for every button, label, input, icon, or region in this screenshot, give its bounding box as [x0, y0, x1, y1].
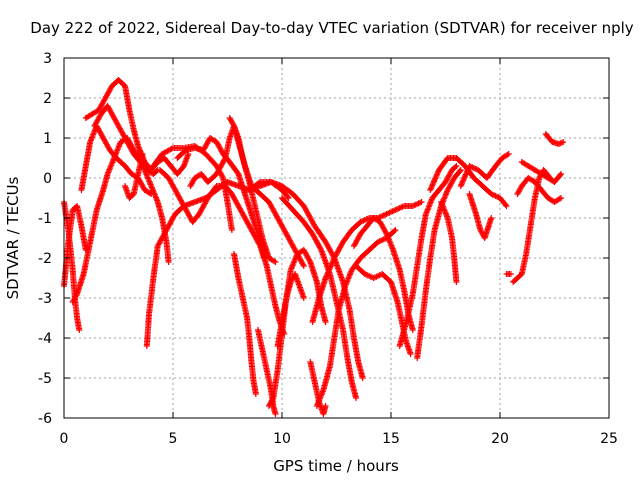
- data-point: [488, 215, 495, 221]
- data-point: [557, 172, 564, 179]
- y-tick-label: -5: [38, 371, 52, 387]
- y-tick-label: -6: [38, 411, 52, 427]
- data-point: [76, 327, 83, 333]
- data-point: [391, 228, 398, 234]
- series-track-27: [414, 167, 464, 361]
- y-tick-label: 3: [43, 51, 52, 67]
- series-track-29: [438, 199, 460, 285]
- data-point: [165, 259, 172, 265]
- y-tick-label: 2: [43, 91, 52, 107]
- data-point: [456, 168, 463, 175]
- series-track-3: [69, 135, 142, 305]
- data-point: [317, 245, 324, 252]
- x-tick-label: 10: [273, 431, 291, 447]
- data-point: [272, 411, 279, 417]
- chart-title: Day 222 of 2022, Sidereal Day-to-day VTE…: [30, 19, 633, 37]
- y-tick-label: -1: [38, 211, 52, 227]
- data-point: [114, 121, 121, 128]
- data-point: [285, 195, 292, 201]
- series-track-36: [503, 271, 514, 277]
- series-track-34: [518, 159, 564, 185]
- series-track-26: [396, 163, 460, 349]
- data-point: [560, 139, 567, 145]
- series-track-28: [427, 155, 510, 209]
- data-point: [407, 351, 414, 357]
- data-point: [556, 195, 563, 202]
- x-axis-label: GPS time / hours: [273, 457, 399, 475]
- data-point: [392, 227, 399, 233]
- series-track-18: [274, 271, 307, 349]
- data-point: [457, 167, 464, 173]
- data-point: [359, 375, 366, 381]
- series-track-23: [309, 199, 425, 325]
- data-point: [322, 319, 329, 325]
- data-point: [558, 171, 564, 177]
- data-point: [300, 261, 307, 268]
- data-point: [106, 87, 113, 93]
- data-point: [353, 395, 360, 401]
- data-point: [106, 107, 113, 113]
- plot-frame: [63, 57, 610, 419]
- series-track-33: [514, 175, 564, 205]
- data-point: [453, 279, 460, 285]
- data-point: [418, 199, 425, 205]
- data-point: [306, 257, 313, 264]
- data-point: [504, 151, 511, 158]
- series-track-30: [457, 151, 512, 189]
- data-point: [230, 121, 237, 128]
- y-tick-label: -4: [38, 331, 52, 347]
- series-track-7: [122, 151, 146, 201]
- data-point: [409, 327, 416, 333]
- x-tick-label: 25: [600, 431, 618, 447]
- data-point: [269, 396, 276, 403]
- y-axis-label: SDTVAR / TECUs: [4, 176, 22, 299]
- data-point: [185, 151, 192, 157]
- data-point: [503, 203, 510, 209]
- data-point: [452, 164, 459, 170]
- y-tick-label: -2: [38, 251, 52, 267]
- series-track-35: [542, 131, 567, 147]
- x-tick-label: 5: [169, 431, 178, 447]
- data-point: [272, 259, 279, 265]
- data-point: [322, 403, 329, 409]
- x-tick-label: 0: [60, 431, 69, 447]
- series-track-15: [231, 251, 259, 397]
- data-point: [555, 141, 562, 147]
- data-point: [300, 295, 307, 301]
- data-point: [284, 193, 291, 200]
- data-point: [558, 195, 564, 201]
- series-track-17: [265, 247, 329, 409]
- data-point: [502, 201, 509, 208]
- series-track-8: [135, 151, 172, 265]
- data-point: [252, 391, 259, 397]
- data-point: [221, 156, 228, 163]
- y-tick-label: 0: [43, 171, 52, 187]
- data-point: [73, 292, 80, 299]
- series-track-24: [350, 215, 416, 333]
- series-track-25: [353, 263, 414, 357]
- series-track-4: [78, 123, 155, 197]
- x-tick-label: 20: [491, 431, 509, 447]
- series-track-31: [466, 191, 495, 241]
- x-tick-label: 15: [382, 431, 400, 447]
- data-point: [505, 151, 512, 157]
- data-point: [98, 101, 105, 108]
- data-point: [507, 271, 514, 277]
- y-tick-label: -3: [38, 291, 52, 307]
- data-point: [453, 163, 460, 169]
- series-track-32: [510, 167, 554, 285]
- data-point: [271, 258, 278, 265]
- data-point: [219, 173, 226, 180]
- data-point: [382, 229, 389, 236]
- data-point: [300, 263, 307, 269]
- data-marks: [61, 77, 567, 417]
- y-tick-label: 1: [43, 131, 52, 147]
- data-point: [228, 227, 235, 233]
